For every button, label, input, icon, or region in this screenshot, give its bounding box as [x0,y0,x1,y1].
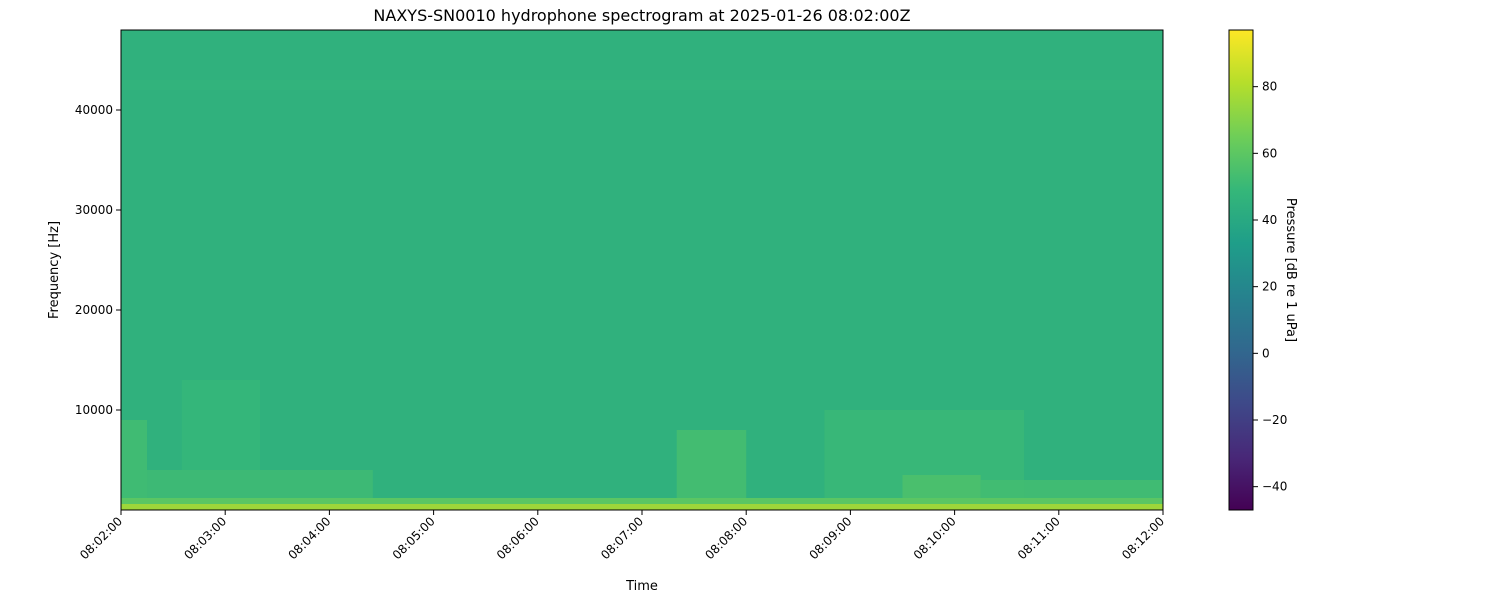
x-axis-label: Time [625,579,658,594]
spectrogram-region [121,498,1163,504]
colorbar-tick-label: 40 [1262,213,1277,227]
spectrogram-region [181,380,260,470]
chart-title: NAXYS-SN0010 hydrophone spectrogram at 2… [373,6,910,25]
colorbar [1228,29,1254,511]
colorbar-tick-label: 20 [1262,280,1277,294]
y-tick-label: 40000 [75,103,113,117]
colorbar-tick-label: −20 [1262,413,1287,427]
y-axis-label: Frequency [Hz] [47,221,62,319]
spectrogram-region [676,430,747,498]
spectrogram-region [902,475,981,498]
x-tick-label: 08:07:00 [598,514,646,562]
x-tick-label: 08:05:00 [390,514,438,562]
x-tick-label: 08:09:00 [807,514,855,562]
x-tick-label: 08:11:00 [1015,514,1063,562]
spectrogram-region [121,504,1163,510]
colorbar-tick-label: 0 [1262,346,1270,360]
x-tick-label: 08:12:00 [1119,514,1167,562]
x-tick-label: 08:10:00 [911,514,959,562]
spectrogram-region [121,470,373,498]
colorbar-label: Pressure [dB re 1 uPa] [1283,198,1298,342]
colorbar-tick-label: 80 [1262,80,1277,94]
x-tick-label: 08:02:00 [77,514,125,562]
x-tick-label: 08:08:00 [702,514,750,562]
y-tick-label: 30000 [75,203,113,217]
x-tick-label: 08:04:00 [286,514,334,562]
x-tick-label: 08:03:00 [181,514,229,562]
y-tick-label: 20000 [75,303,113,317]
colorbar-tick-label: 60 [1262,146,1277,160]
y-tick-label: 10000 [75,403,113,417]
colorbar-tick-label: −40 [1262,480,1287,494]
x-tick-label: 08:06:00 [494,514,542,562]
spectrogram-region [121,80,1163,90]
spectrogram-region [980,480,1163,498]
